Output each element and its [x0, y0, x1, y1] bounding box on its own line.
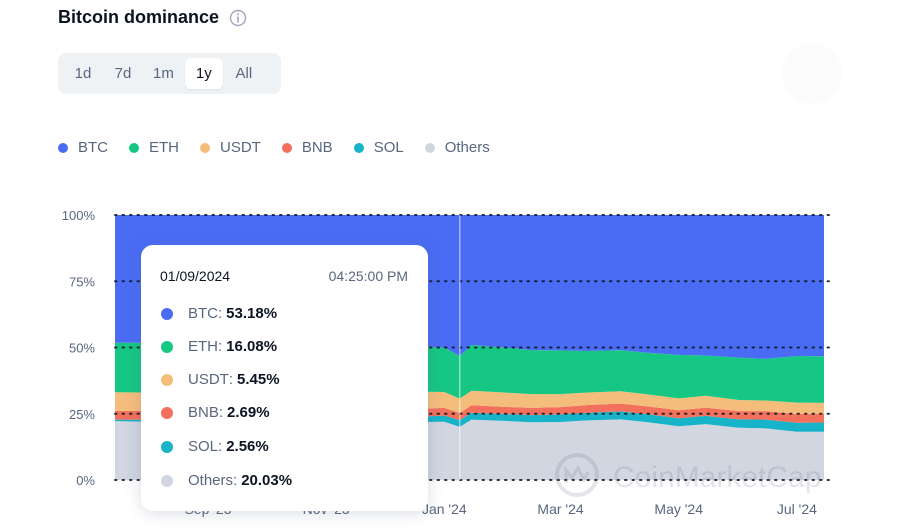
- legend-label-sol: SOL: [373, 139, 404, 156]
- y-tick-label: 0%: [76, 473, 95, 488]
- watermark-text: CoinMarketCap: [613, 461, 821, 494]
- x-tick-label: Jan '24: [422, 501, 467, 517]
- watermark-logo-icon: [555, 453, 599, 497]
- info-icon[interactable]: [229, 9, 247, 27]
- legend-item-usdt[interactable]: USDT: [200, 139, 261, 156]
- y-axis-ticks: 100% 75% 50% 25% 0%: [62, 208, 96, 488]
- legend-label-bnb: BNB: [301, 139, 333, 156]
- coinmarketcap-watermark: CoinMarketCap: [555, 453, 821, 497]
- tooltip-dot-sol: [161, 440, 173, 453]
- x-tick-label: May '24: [654, 501, 703, 517]
- tab-1d[interactable]: 1d: [74, 65, 92, 82]
- tooltip-value-sol: 2.56%: [226, 438, 269, 455]
- tooltip-row-btc: BTC:53.18%: [161, 305, 277, 322]
- tooltip-label-others: Others: [188, 472, 234, 489]
- tooltip-row-eth: ETH:16.08%: [161, 338, 277, 355]
- hover-tooltip: 01/09/2024 04:25:00 PM BTC:53.18% ETH:16…: [141, 245, 428, 511]
- tooltip-row-bnb: BNB:2.69%: [161, 404, 270, 421]
- tooltip-label-eth: ETH: [188, 338, 218, 355]
- page-title: Bitcoin dominance: [58, 7, 220, 27]
- x-tick-label: Jul '24: [777, 501, 817, 517]
- legend-dot-eth: [129, 142, 139, 153]
- tooltip-label-bnb: BNB: [188, 404, 219, 421]
- tooltip-row-usdt: USDT:5.45%: [161, 371, 280, 388]
- tooltip-label-sol: SOL: [188, 438, 219, 455]
- chart-overlay: CoinMarketCap: [459, 215, 821, 497]
- tooltip-label-btc: BTC: [188, 305, 218, 322]
- tooltip-dot-others: [161, 474, 173, 487]
- tooltip-value-usdt: 5.45%: [237, 371, 280, 388]
- y-tick-label: 25%: [69, 407, 95, 422]
- legend-item-others[interactable]: Others: [424, 139, 490, 156]
- tab-1m[interactable]: 1m: [153, 65, 174, 82]
- time-range-tabs: 1d 7d 1m 1y All: [58, 53, 281, 94]
- tooltip-value-eth: 16.08%: [226, 338, 278, 355]
- tooltip-date: 01/09/2024: [160, 268, 231, 284]
- title-row: Bitcoin dominance: [58, 7, 247, 28]
- tooltip-row-sol: SOL:2.56%: [161, 438, 269, 455]
- y-tick-label: 50%: [69, 341, 95, 356]
- tab-1y[interactable]: 1y: [184, 58, 223, 89]
- tab-all[interactable]: All: [235, 65, 253, 82]
- area-sol: [115, 411, 824, 432]
- legend-dot-bnb: [281, 142, 292, 153]
- tooltip-value-others: 20.03%: [241, 472, 293, 489]
- watermark-logo-mark: [564, 464, 590, 484]
- y-tick-label: 100%: [62, 208, 96, 223]
- legend-label-eth: ETH: [149, 139, 179, 156]
- tooltip-value-btc: 53.18%: [226, 305, 278, 322]
- tooltip-dot-usdt: [161, 373, 173, 386]
- tooltip-dot-btc: [161, 307, 173, 320]
- tooltip-value-bnb: 2.69%: [227, 404, 270, 421]
- legend-label-others: Others: [444, 139, 490, 156]
- legend-label-usdt: USDT: [220, 139, 261, 156]
- tooltip-header: 01/09/2024 04:25:00 PM: [160, 268, 408, 284]
- faded-action-button[interactable]: [782, 44, 842, 104]
- legend-item-sol[interactable]: SOL: [353, 139, 404, 156]
- tooltip-time: 04:25:00 PM: [328, 268, 408, 284]
- legend-dot-sol: [353, 142, 364, 153]
- tooltip-dot-bnb: [161, 406, 173, 419]
- legend-dot-btc: [58, 142, 68, 153]
- legend-label-btc: BTC: [78, 139, 108, 156]
- legend-dot-usdt: [200, 142, 210, 153]
- legend-item-btc[interactable]: BTC: [58, 139, 108, 156]
- tooltip-row-others: Others:20.03%: [161, 472, 292, 489]
- legend-item-bnb[interactable]: BNB: [281, 139, 333, 156]
- legend-dot-others: [424, 142, 435, 153]
- chart-legend: BTC ETH USDT BNB SOL Others: [58, 139, 511, 156]
- y-tick-label: 75%: [69, 274, 95, 289]
- legend-item-eth[interactable]: ETH: [129, 139, 179, 156]
- x-tick-label: Mar '24: [537, 501, 583, 517]
- tooltip-dot-eth: [161, 340, 173, 353]
- tooltip-label-usdt: USDT: [188, 371, 229, 388]
- tab-7d[interactable]: 7d: [114, 65, 132, 82]
